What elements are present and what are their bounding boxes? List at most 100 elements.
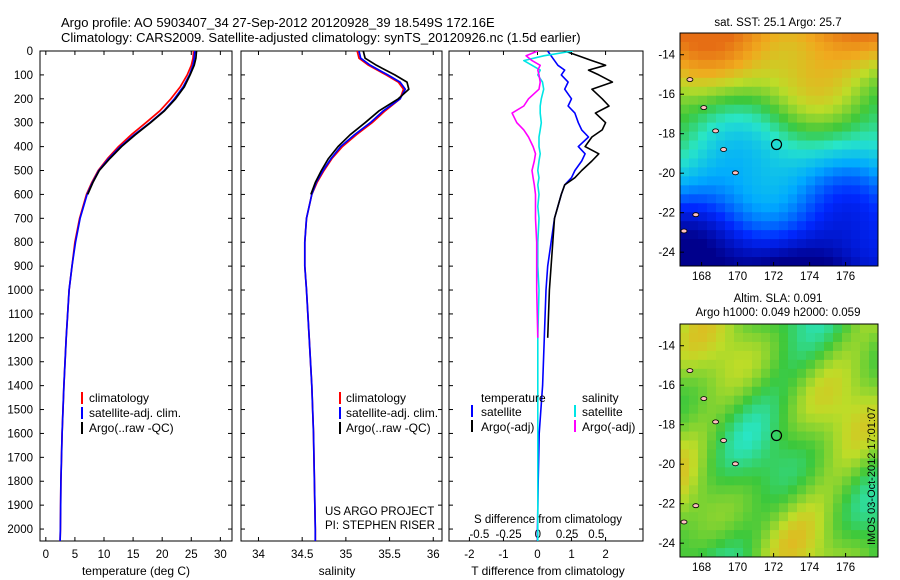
- sst-cell: [833, 185, 843, 195]
- sst-cell: [788, 59, 798, 70]
- sst-cell: [869, 203, 878, 213]
- sla-cell: [851, 449, 861, 460]
- sla-cell: [815, 395, 825, 406]
- sla-cell: [716, 512, 726, 522]
- sst-cell: [797, 176, 807, 186]
- sla-cell: [689, 324, 699, 334]
- sla-cell: [752, 494, 762, 504]
- sst-cell: [752, 230, 762, 240]
- sst-cell: [833, 212, 843, 222]
- sst-cell: [770, 140, 780, 151]
- sst-cell: [770, 41, 780, 52]
- sst-cell: [698, 230, 708, 240]
- sst-cell: [851, 158, 861, 169]
- sst-cell: [752, 50, 762, 61]
- sst-cell: [779, 59, 789, 70]
- sla-cell: [770, 395, 780, 406]
- sla-cell: [806, 476, 816, 486]
- sst-cell: [680, 104, 690, 115]
- sst-cell: [860, 113, 870, 124]
- sla-cell: [707, 359, 717, 370]
- sst-cell: [851, 50, 861, 61]
- sst-cell: [842, 176, 852, 186]
- sla-cell: [815, 413, 825, 424]
- sla-cell: [797, 494, 807, 504]
- sla-cell: [797, 341, 807, 352]
- sst-cell: [680, 41, 690, 52]
- sst-cell: [842, 68, 852, 79]
- sst-cell: [851, 203, 861, 213]
- sla-cell: [761, 368, 771, 379]
- sla-cell: [725, 458, 735, 468]
- sst-cell: [851, 167, 861, 177]
- sla-cell: [779, 548, 789, 557]
- sla-cell: [698, 413, 708, 424]
- sla-cell: [797, 422, 807, 433]
- sla-cell: [734, 494, 744, 504]
- sst-cell: [752, 77, 762, 88]
- sst-cell: [743, 59, 753, 70]
- sla-cell: [860, 548, 870, 557]
- lon-tick-label: 172: [764, 271, 783, 283]
- sst-cell: [788, 77, 798, 88]
- sla-cell: [734, 324, 744, 334]
- sst-cell: [743, 113, 753, 124]
- sla-cell: [761, 539, 771, 549]
- sst-cell: [842, 41, 852, 52]
- sst-cell: [815, 176, 825, 186]
- sst-cell: [824, 41, 834, 52]
- sla-cell: [698, 386, 708, 397]
- sst-cell: [824, 140, 834, 151]
- sst-cell: [743, 230, 753, 240]
- sla-cell: [707, 458, 717, 468]
- sla-cell: [797, 503, 807, 513]
- sst-cell: [716, 257, 726, 266]
- sst-cell: [842, 149, 852, 160]
- sla-cell: [797, 458, 807, 468]
- sla-cell: [725, 512, 735, 522]
- sla-cell: [716, 386, 726, 397]
- sla-cell: [743, 449, 753, 460]
- sst-cell: [725, 68, 735, 79]
- sla-cell: [860, 341, 870, 352]
- sst-cell: [770, 113, 780, 124]
- sst-cell: [743, 140, 753, 151]
- sla-cell: [761, 476, 771, 486]
- sla-cell: [761, 431, 771, 442]
- sla-cell: [725, 548, 735, 557]
- sla-cell: [761, 386, 771, 397]
- sst-cell: [743, 203, 753, 213]
- sst-cell: [806, 185, 816, 195]
- depth-axis: 0 100 200 300 400 500 600 700 800 900 1000 1100 1200…: [7, 46, 643, 536]
- sla-cell: [716, 332, 726, 343]
- sla-cell: [815, 332, 825, 343]
- sst-cell: [779, 33, 789, 43]
- sst-cell: [752, 122, 762, 133]
- sst-cell: [815, 122, 825, 133]
- sla-cell: [842, 440, 852, 451]
- sla-cell: [815, 350, 825, 361]
- sst-cell: [869, 167, 878, 177]
- sst-cell: [680, 212, 690, 222]
- sla-cell: [752, 350, 762, 361]
- sst-cell: [851, 212, 861, 222]
- island-shape: [692, 503, 700, 509]
- sla-cell: [680, 485, 690, 495]
- sla-cell: [725, 530, 735, 540]
- sst-cell: [761, 68, 771, 79]
- sla-cell: [851, 332, 861, 343]
- depth-tick-label: 1700: [7, 452, 33, 464]
- sla-cell: [707, 512, 717, 522]
- sst-cell: [698, 59, 708, 70]
- sla-cell: [743, 324, 753, 334]
- sst-cell: [716, 239, 726, 249]
- sst-cell: [716, 203, 726, 213]
- sla-cell: [716, 503, 726, 513]
- sst-cell: [698, 221, 708, 231]
- sla-cell: [869, 503, 878, 513]
- sst-cell: [869, 33, 878, 43]
- sst-cell: [725, 77, 735, 88]
- sla-cell: [725, 467, 735, 477]
- depth-tick-label: 1300: [7, 357, 33, 369]
- sla-cell: [779, 359, 789, 370]
